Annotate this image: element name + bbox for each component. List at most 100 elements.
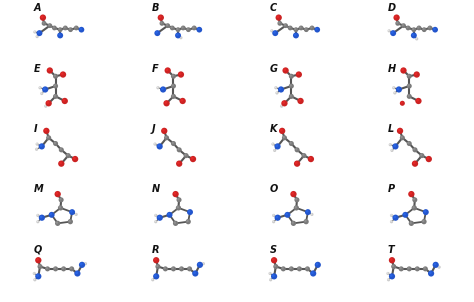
Circle shape — [164, 267, 166, 269]
Circle shape — [66, 153, 71, 158]
Circle shape — [272, 143, 273, 144]
Circle shape — [289, 26, 291, 28]
Circle shape — [59, 147, 64, 153]
Circle shape — [412, 197, 417, 202]
Circle shape — [42, 86, 48, 93]
Circle shape — [417, 26, 419, 28]
Circle shape — [391, 214, 392, 216]
Circle shape — [272, 274, 275, 277]
Circle shape — [80, 28, 82, 30]
Circle shape — [391, 31, 394, 34]
Circle shape — [68, 27, 73, 32]
Circle shape — [306, 267, 308, 269]
Text: E: E — [34, 64, 40, 74]
Circle shape — [416, 99, 419, 101]
Circle shape — [393, 14, 400, 21]
Circle shape — [33, 272, 35, 274]
Circle shape — [279, 87, 282, 90]
Circle shape — [414, 72, 417, 75]
Circle shape — [391, 149, 393, 152]
Circle shape — [403, 213, 406, 215]
Text: Q: Q — [34, 245, 42, 255]
Text: K: K — [270, 124, 277, 134]
Circle shape — [181, 26, 186, 31]
Circle shape — [274, 86, 277, 89]
Circle shape — [270, 279, 271, 280]
Circle shape — [389, 273, 395, 279]
Circle shape — [70, 210, 73, 213]
Circle shape — [54, 84, 56, 87]
Circle shape — [158, 14, 164, 21]
Circle shape — [42, 21, 46, 26]
Circle shape — [156, 143, 163, 149]
Circle shape — [400, 267, 401, 269]
Circle shape — [387, 278, 390, 281]
Circle shape — [36, 143, 39, 146]
Circle shape — [153, 273, 159, 279]
Circle shape — [187, 28, 189, 30]
Circle shape — [301, 153, 307, 158]
Circle shape — [165, 23, 170, 28]
Circle shape — [36, 214, 38, 216]
Circle shape — [171, 83, 176, 88]
Circle shape — [306, 210, 309, 213]
Circle shape — [179, 72, 182, 75]
Circle shape — [275, 91, 279, 95]
Circle shape — [311, 271, 314, 274]
Text: N: N — [152, 184, 160, 194]
Circle shape — [291, 192, 294, 195]
Circle shape — [53, 26, 55, 28]
Circle shape — [416, 267, 418, 269]
Circle shape — [392, 86, 395, 89]
Circle shape — [293, 32, 299, 38]
Circle shape — [57, 32, 63, 38]
Circle shape — [69, 209, 75, 215]
Circle shape — [160, 86, 166, 93]
Circle shape — [84, 262, 86, 264]
Circle shape — [176, 28, 179, 30]
Circle shape — [278, 86, 284, 93]
Circle shape — [413, 198, 415, 200]
Circle shape — [157, 216, 160, 218]
Circle shape — [402, 212, 408, 218]
Circle shape — [290, 142, 292, 144]
Circle shape — [173, 192, 176, 195]
Text: G: G — [270, 64, 277, 74]
Circle shape — [390, 274, 392, 277]
Text: M: M — [34, 184, 44, 194]
Circle shape — [74, 26, 77, 28]
Circle shape — [155, 264, 161, 269]
Circle shape — [397, 87, 400, 90]
Circle shape — [408, 142, 410, 144]
Circle shape — [35, 273, 41, 279]
Circle shape — [186, 220, 189, 222]
Circle shape — [294, 205, 299, 210]
Circle shape — [411, 205, 417, 210]
Circle shape — [424, 267, 426, 269]
Circle shape — [281, 105, 282, 107]
Circle shape — [308, 156, 314, 162]
Circle shape — [180, 98, 186, 104]
Circle shape — [156, 215, 163, 221]
Circle shape — [280, 129, 283, 131]
Circle shape — [59, 206, 61, 208]
Circle shape — [282, 101, 285, 104]
Circle shape — [68, 219, 73, 224]
Text: F: F — [152, 64, 158, 74]
Circle shape — [427, 157, 429, 160]
Circle shape — [46, 267, 48, 269]
Circle shape — [269, 272, 270, 274]
Circle shape — [410, 221, 412, 224]
Circle shape — [44, 129, 47, 131]
Circle shape — [396, 86, 402, 93]
Circle shape — [408, 95, 410, 97]
Circle shape — [271, 30, 272, 31]
Circle shape — [46, 67, 53, 74]
Circle shape — [289, 74, 294, 79]
Circle shape — [61, 266, 66, 271]
Circle shape — [314, 27, 320, 33]
Circle shape — [283, 136, 285, 138]
Circle shape — [60, 148, 62, 150]
Circle shape — [40, 14, 46, 21]
Circle shape — [294, 33, 297, 36]
